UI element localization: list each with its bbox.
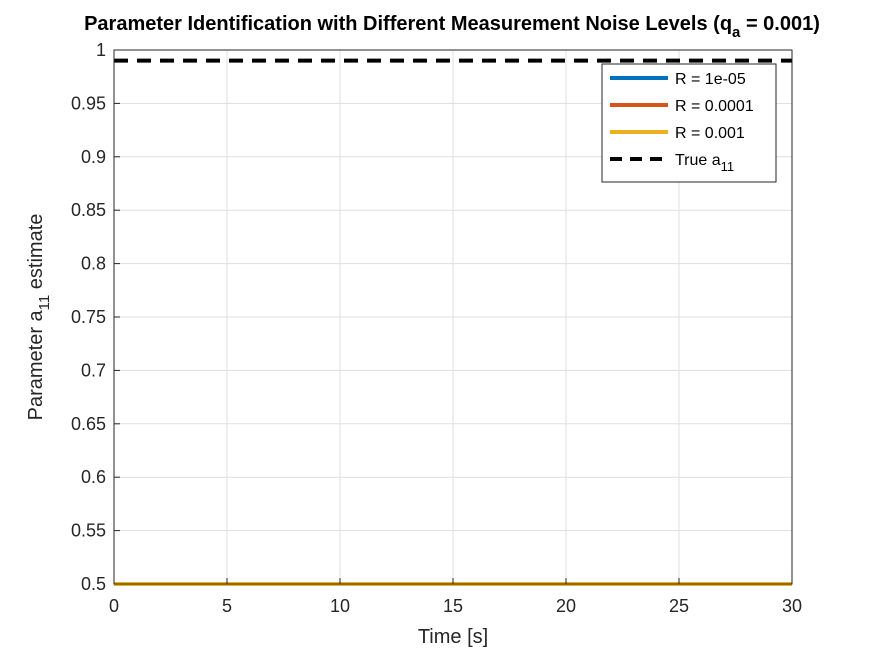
- legend-label: R = 0.0001: [675, 98, 754, 115]
- legend-box: [601, 63, 777, 183]
- y-tick-label: 0.7: [81, 360, 106, 380]
- x-tick-label: 25: [669, 596, 689, 616]
- y-axis-label: Parameter a11 estimate: [25, 214, 53, 421]
- y-tick-label: 0.65: [71, 414, 106, 434]
- y-tick-label: 0.8: [81, 254, 106, 274]
- x-tick-label: 5: [222, 596, 232, 616]
- x-axis-label: Time [s]: [418, 626, 488, 648]
- y-tick-label: 0.75: [71, 307, 106, 327]
- y-tick-label: 0.5: [81, 574, 106, 594]
- y-tick-label: 0.95: [71, 93, 106, 113]
- legend-label: R = 1e-05: [675, 71, 746, 88]
- chart-title: Parameter Identification with Different …: [84, 13, 820, 41]
- ticks: 0 5 10 15 20 25 30 0.5 0.55 0.6 0.65 0.7 0.75 0.8 0.85…: [71, 40, 802, 616]
- y-tick-label: 0.6: [81, 467, 106, 487]
- x-tick-label: 15: [443, 596, 463, 616]
- x-tick-label: 0: [109, 596, 119, 616]
- y-tick-label: 0.55: [71, 521, 106, 541]
- y-tick-label: 1: [96, 40, 106, 60]
- legend-label: R = 0.001: [675, 125, 745, 142]
- x-tick-label: 30: [782, 596, 802, 616]
- legend: R = 1e-05 R = 0.0001 R = 0.001 True a11: [601, 63, 777, 183]
- y-tick-label: 0.85: [71, 200, 106, 220]
- y-tick-label: 0.9: [81, 147, 106, 167]
- x-tick-label: 20: [556, 596, 576, 616]
- legend-label: True a11: [675, 152, 734, 174]
- x-tick-label: 10: [330, 596, 350, 616]
